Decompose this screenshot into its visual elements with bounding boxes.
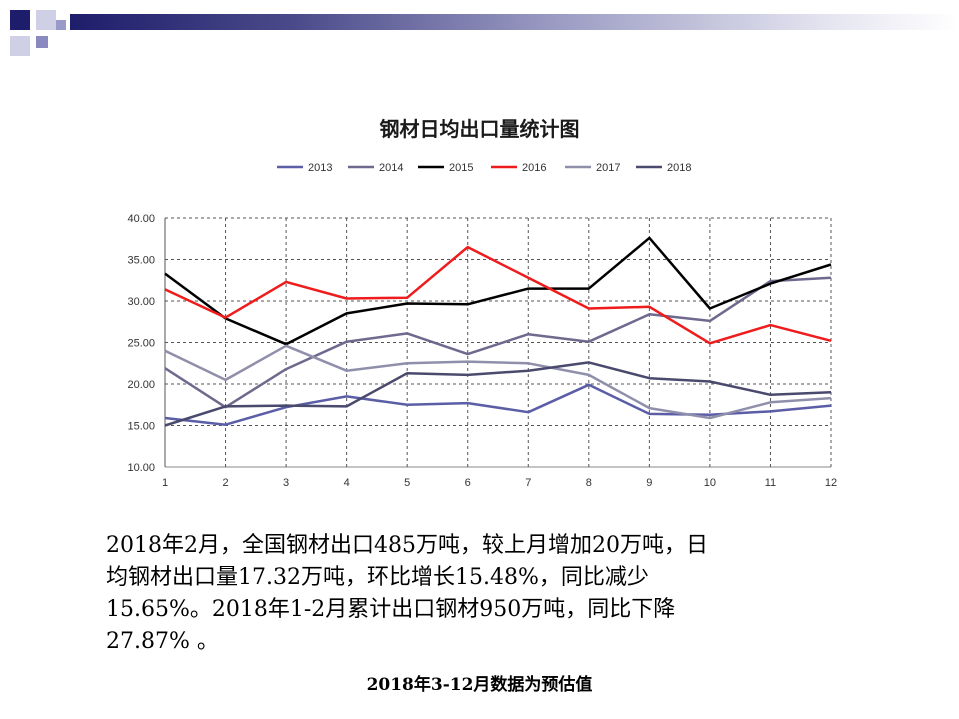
legend-label-2013: 2013	[308, 162, 332, 174]
series-line-2016	[164, 245, 832, 345]
body-line-4: 27.87% 。	[106, 629, 219, 654]
corner-square-4	[36, 36, 48, 48]
legend-label-2016: 2016	[522, 162, 546, 174]
x-tick-label: 8	[586, 477, 592, 489]
series-line-2015	[164, 236, 832, 346]
legend-label-2015: 2015	[449, 162, 473, 174]
y-tick-label: 10.00	[127, 462, 155, 474]
chart-title: 钢材日均出口量统计图	[379, 117, 580, 141]
x-tick-label: 6	[465, 477, 471, 489]
x-tick-label: 5	[404, 477, 410, 489]
series-line-2014	[164, 276, 832, 409]
legend-label-2018: 2018	[667, 162, 691, 174]
body-line-1: 2018年2月，全国钢材出口485万吨，较上月增加20万吨，日	[106, 533, 708, 558]
y-tick-label: 20.00	[127, 379, 155, 391]
x-tick-label: 10	[704, 477, 716, 489]
y-tick-label: 15.00	[127, 421, 155, 433]
series-line-2018	[164, 361, 832, 427]
x-tick-label: 9	[646, 477, 652, 489]
estimate-note: 2018年3-12月数据为预估值	[366, 675, 593, 695]
y-tick-label: 35.00	[127, 255, 155, 267]
legend-label-2014: 2014	[379, 162, 403, 174]
header-gradient-bar	[70, 14, 959, 30]
body-paragraph: 2018年2月，全国钢材出口485万吨，较上月增加20万吨，日 均钢材出口量17…	[106, 530, 826, 658]
body-line-3: 15.65%。2018年1-2月累计出口钢材950万吨，同比下降	[106, 597, 676, 622]
corner-square-1	[10, 10, 30, 30]
x-tick-label: 3	[283, 477, 289, 489]
corner-square-5	[56, 20, 66, 30]
x-tick-label: 2	[222, 477, 228, 489]
y-tick-label: 40.00	[127, 213, 155, 225]
series-line-2017	[164, 344, 832, 420]
body-line-2: 均钢材出口量17.32万吨，环比增长15.48%，同比减少	[106, 565, 649, 590]
corner-square-3	[10, 36, 30, 56]
x-tick-label: 7	[525, 477, 531, 489]
y-tick-label: 25.00	[127, 338, 155, 350]
y-tick-label: 30.00	[127, 296, 155, 308]
corner-square-2	[36, 10, 56, 30]
x-tick-label: 12	[825, 477, 837, 489]
legend-label-2017: 2017	[596, 162, 620, 174]
x-tick-label: 1	[162, 477, 168, 489]
x-tick-label: 11	[765, 477, 776, 489]
x-tick-label: 4	[344, 477, 350, 489]
